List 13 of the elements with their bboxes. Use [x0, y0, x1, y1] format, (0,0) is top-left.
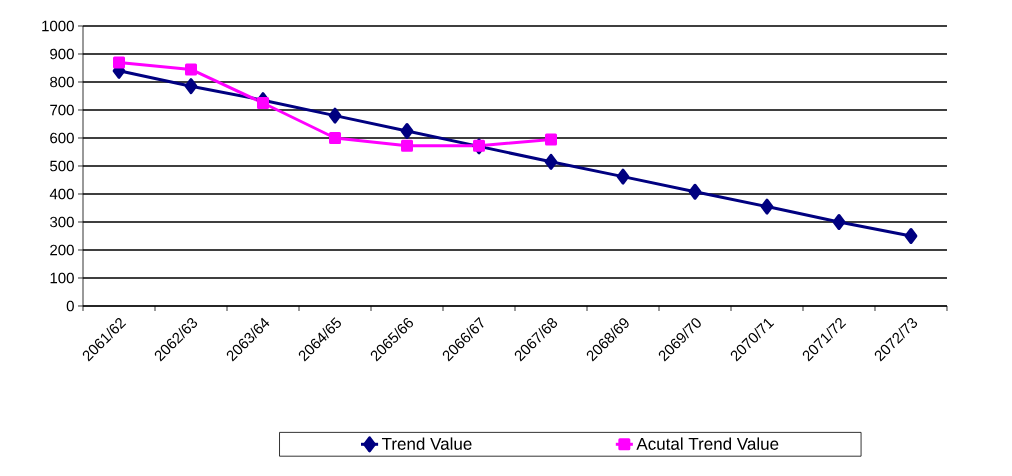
y-tick-label: 200	[50, 244, 74, 256]
y-tick-label: 1000	[42, 20, 74, 32]
y-tick-label: 100	[50, 272, 74, 284]
y-tick-label: 300	[50, 216, 74, 228]
y-tick-label: 900	[50, 48, 74, 60]
y-tick-label: 0	[66, 300, 74, 312]
y-tick-label: 600	[50, 132, 74, 144]
y-tick-label: 400	[49, 188, 74, 200]
y-tick-label: 800	[50, 76, 74, 88]
legend-label: Acutal Trend Value	[636, 437, 779, 450]
y-tick-label: 700	[50, 104, 74, 116]
legend-label: Trend Value	[381, 437, 472, 450]
y-tick-label: 500	[50, 160, 74, 172]
